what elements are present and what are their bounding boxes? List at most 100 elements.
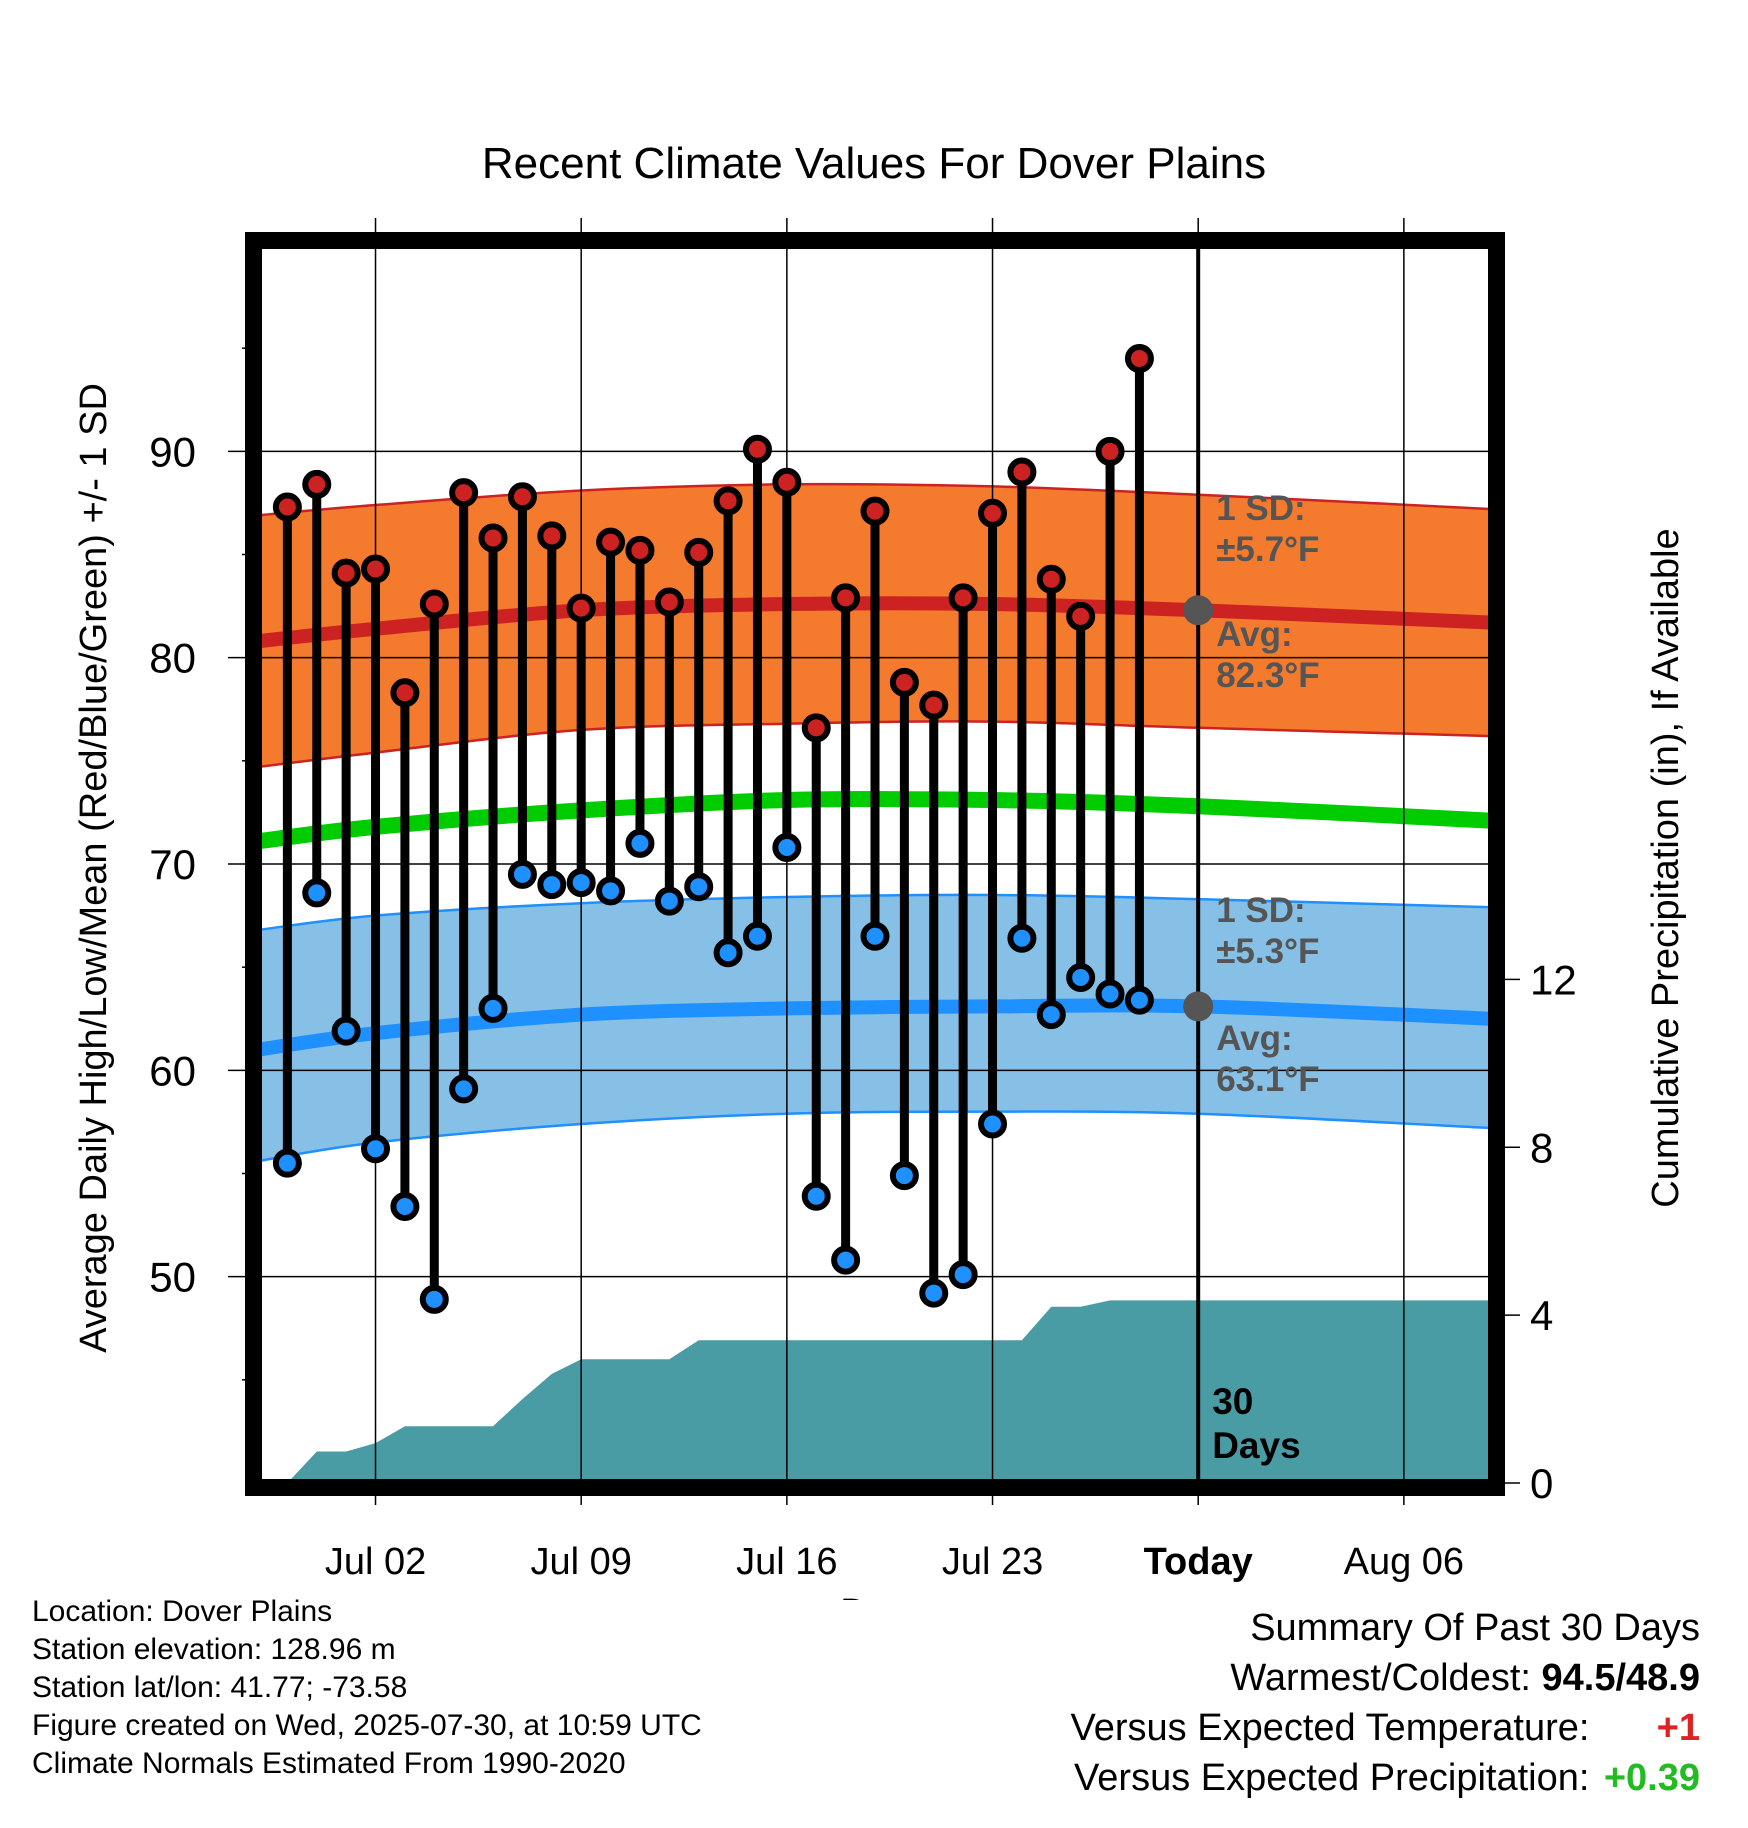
y-tick-label: 70 [149,841,196,888]
y-tick-label: 90 [149,428,196,475]
x-tick-label: Today [1144,1541,1253,1583]
y2-axis-label: Cumulative Precipitation (in), If Availa… [1645,528,1687,1207]
low-point [831,1245,861,1275]
high-point [449,478,479,508]
high-sd-annotation: ±5.7°F [1216,530,1319,569]
low-point [331,1016,361,1046]
x-axis-label: Day [840,1592,908,1600]
low-point [654,886,684,916]
high-point [566,593,596,623]
high-avg-annotation: Avg: [1216,615,1292,654]
low-point [1007,923,1037,953]
low-point [684,872,714,902]
summary-warmest-row: Warmest/Coldest: 94.5/48.9 [1071,1653,1700,1703]
low-point [772,832,802,862]
high-point [302,469,332,499]
low-point [1036,1000,1066,1030]
latlon-text: Station lat/lon: 41.77; -73.58 [32,1671,408,1704]
y2-tick-label: 0 [1530,1460,1553,1507]
high-point [625,535,655,565]
climate-chart: Recent Climate Values For Dover Plains 1… [73,139,1687,1600]
high-point [978,498,1008,528]
low-point [507,859,537,889]
y2-tick-label: 4 [1530,1292,1553,1339]
low-point [860,921,890,951]
high-point [713,486,743,516]
low-avg-annotation: Avg: [1216,1019,1292,1058]
high-point [919,690,949,720]
high-point [419,589,449,619]
y2-tick-label: 8 [1530,1124,1553,1171]
summary-panel: Summary Of Past 30 Days Warmest/Coldest:… [1071,1603,1700,1803]
low-point [302,878,332,908]
x-tick-label: Jul 02 [325,1541,426,1583]
high-point [801,713,831,743]
low-point [478,993,508,1023]
high-sd-annotation: 1 SD: [1216,489,1305,528]
high-point [684,537,714,567]
low-sd-annotation: ±5.3°F [1216,932,1319,971]
today-high-avg-marker [1183,595,1214,626]
low-sd-band [258,893,1492,1163]
precip-label: Versus Expected Precipitation: [1074,1757,1590,1799]
high-point [1066,601,1096,631]
temp-label: Versus Expected Temperature: [1070,1707,1590,1749]
precip-value: +0.39 [1603,1757,1700,1799]
high-point [772,467,802,497]
warmest-value: 94.5/48.9 [1541,1657,1700,1699]
y-tick-label: 50 [149,1254,196,1301]
low-point [449,1074,479,1104]
high-point [596,527,626,557]
high-avg-line [258,596,1492,649]
low-point [625,828,655,858]
low-point [537,870,567,900]
x-tick-label: Jul 09 [530,1541,631,1583]
today-low-avg-marker [1183,991,1214,1022]
high-point [331,558,361,588]
high-point [390,678,420,708]
low-point [361,1134,391,1164]
chart-title: Recent Climate Values For Dover Plains [482,139,1266,188]
location-text: Location: Dover Plains [32,1595,333,1628]
low-point [566,868,596,898]
low-sd-annotation: 1 SD: [1216,891,1305,930]
today-window-label: 30 [1212,1381,1253,1422]
high-point [1124,343,1154,373]
low-point [948,1260,978,1290]
x-tick-label: Jul 23 [942,1541,1043,1583]
created-text: Figure created on Wed, 2025-07-30, at 10… [32,1709,702,1742]
high-point [507,482,537,512]
high-point [1007,457,1037,487]
low-point [1124,985,1154,1015]
summary-precip-row: Versus Expected Precipitation: +0.39 [1071,1753,1700,1803]
high-point [361,554,391,584]
low-point [1066,962,1096,992]
warmest-label: Warmest/Coldest: [1230,1657,1531,1699]
high-point [742,434,772,464]
low-point [978,1109,1008,1139]
plot-frame [245,232,1505,1496]
low-point [742,921,772,951]
elevation-text: Station elevation: 128.96 m [32,1633,396,1666]
x-tick-label: Aug 06 [1344,1541,1464,1583]
high-point [889,667,919,697]
low-point [390,1192,420,1222]
y-tick-label: 60 [149,1047,196,1094]
low-point [272,1148,302,1178]
high-point [831,583,861,613]
high-point [1036,564,1066,594]
high-point [860,496,890,526]
station-info: Location: Dover Plains Station elevation… [32,1593,702,1783]
low-point [889,1161,919,1191]
high-point [537,521,567,551]
high-point [1095,436,1125,466]
low-point [419,1284,449,1314]
summary-title: Summary Of Past 30 Days [1250,1607,1700,1649]
precip-area [287,1300,1492,1483]
high-point [272,492,302,522]
summary-temp-row: Versus Expected Temperature: +1 [1071,1703,1700,1753]
normals-text: Climate Normals Estimated From 1990-2020 [32,1747,626,1780]
low-point [1095,979,1125,1009]
low-point [713,938,743,968]
